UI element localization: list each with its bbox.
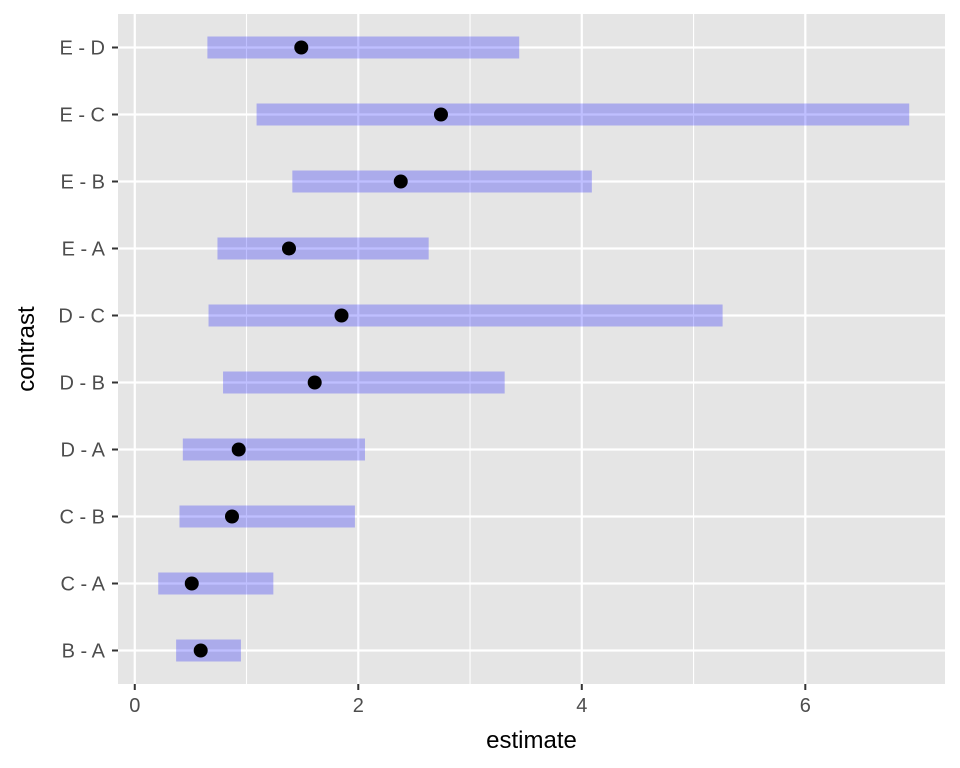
interval-bar — [256, 103, 910, 126]
estimate-point — [393, 174, 408, 189]
estimate-point — [334, 308, 349, 323]
x-tick-label: 2 — [353, 695, 364, 717]
y-tick-label: D - B — [59, 373, 105, 395]
y-axis-title: contrast — [13, 306, 40, 392]
y-tick-label: D - A — [61, 440, 106, 462]
x-tick-label: 0 — [129, 695, 140, 717]
y-tick-label: C - A — [61, 574, 106, 596]
estimate-point — [184, 576, 199, 591]
y-tick-label: E - B — [61, 172, 105, 194]
y-axis: B - A C - A C - B D - A D - B D - C E - A E - B… — [58, 38, 118, 663]
minor-gridlines — [245, 14, 695, 684]
interval-bar — [158, 572, 274, 595]
estimate-points — [184, 40, 448, 658]
interval-bar — [179, 505, 355, 528]
interval-bar — [208, 304, 723, 327]
y-tick-label: E - D — [59, 38, 105, 60]
interval-bar — [182, 438, 365, 461]
y-tick-label: D - C — [58, 306, 105, 328]
estimate-point — [307, 375, 322, 390]
estimate-point — [294, 40, 309, 55]
estimate-point — [281, 241, 296, 256]
major-gridlines — [118, 14, 945, 684]
estimate-point — [224, 509, 239, 524]
interval-bar — [176, 639, 241, 662]
plot-panel — [118, 14, 945, 684]
interval-bar — [292, 170, 592, 193]
x-axis: 0 2 4 6 — [129, 684, 811, 717]
x-tick-label: 4 — [576, 695, 587, 717]
estimate-point — [231, 442, 246, 457]
x-tick-label: 6 — [800, 695, 811, 717]
y-tick-label: E - C — [59, 105, 105, 127]
estimate-point — [193, 643, 208, 658]
y-tick-label: E - A — [62, 239, 106, 261]
y-tick-label: B - A — [62, 641, 106, 663]
interval-bar — [217, 237, 429, 260]
y-tick-label: C - B — [59, 507, 105, 529]
confidence-intervals — [158, 36, 910, 662]
x-axis-title: estimate — [486, 727, 577, 754]
interval-bar — [223, 371, 505, 394]
interval-bar — [207, 36, 520, 59]
estimate-point — [433, 107, 448, 122]
